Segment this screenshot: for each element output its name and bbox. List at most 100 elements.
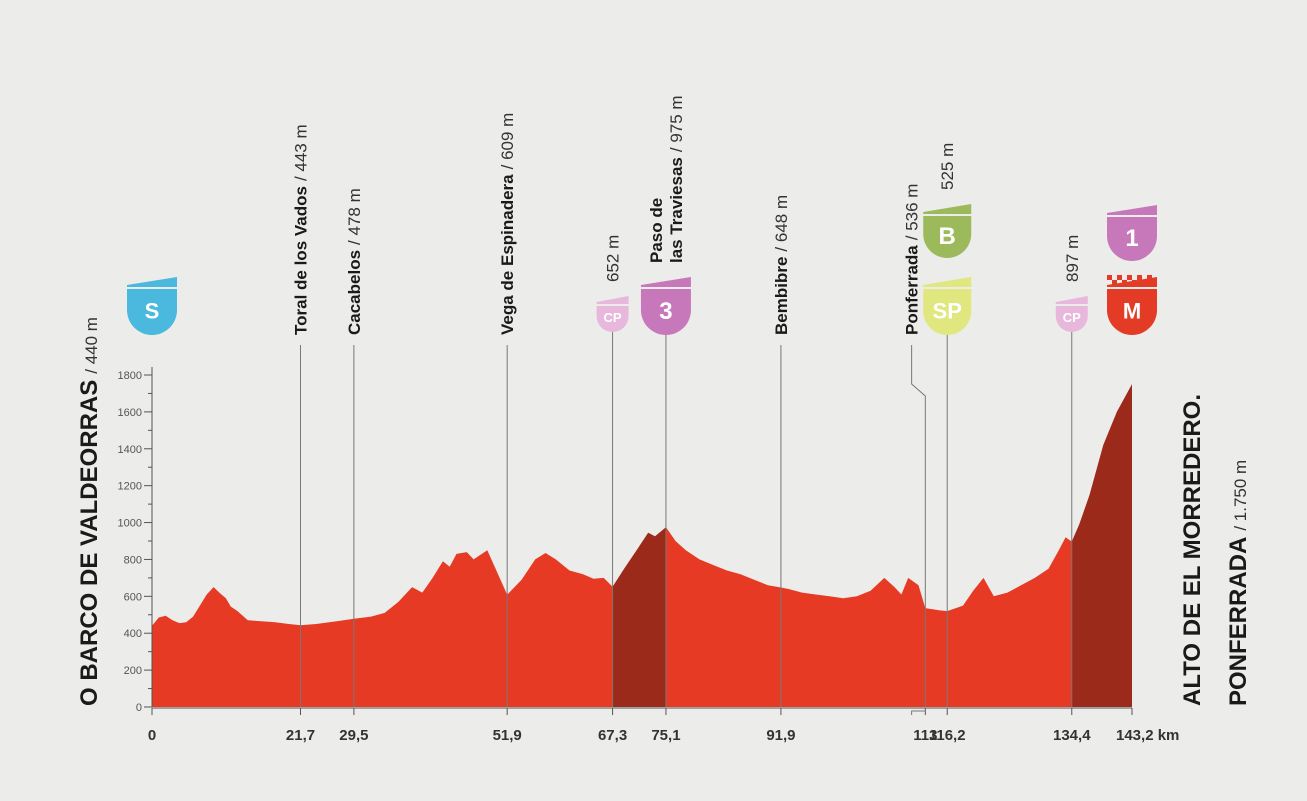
badge-body: [1055, 306, 1088, 332]
waypoint-label: 652 m: [604, 235, 623, 282]
waypoint-text: 652 m: [604, 235, 623, 282]
x-tick-label: 67,3: [598, 727, 627, 744]
badge-label: CP: [1063, 310, 1081, 325]
waypoint-alt: / 536 m: [903, 184, 922, 241]
y-tick-label: 200: [124, 665, 142, 677]
waypoint-leader: [911, 345, 926, 707]
x-tick-label: 134,4: [1053, 727, 1091, 744]
badge-finish: M: [1107, 275, 1157, 335]
waypoint-leader-base: [911, 710, 926, 715]
svg-text:O BARCO DE VALDEORRAS/ 440 m: O BARCO DE VALDEORRAS / 440 m: [76, 317, 103, 706]
waypoint-label: 525 m: [938, 143, 957, 190]
badge-cp: CP: [1055, 296, 1088, 332]
x-tick-label: 0: [148, 727, 156, 744]
finish-alt-prefix: /: [1231, 521, 1250, 530]
waypoint-alt: 652 m: [604, 235, 623, 282]
badge-body: [596, 306, 629, 332]
waypoint-text: Toral de los Vados / 443 m: [292, 124, 311, 335]
badge-flag: [1107, 205, 1157, 215]
checker-square: [1152, 280, 1157, 285]
waypoint-label: las Traviesas/ 975 m: [667, 95, 686, 263]
badge-label: B: [939, 223, 956, 250]
checker-square: [1127, 275, 1132, 280]
badge-body: [127, 289, 177, 335]
x-tick-label: 91,9: [766, 727, 795, 744]
y-tick-label: 0: [136, 702, 142, 714]
waypoint-alt: / 648 m: [772, 195, 791, 252]
badge-bonus: B: [923, 204, 972, 258]
waypoint-label: Ponferrada / 536 m: [903, 184, 922, 335]
start-name: O BARCO DE VALDEORRAS: [76, 380, 103, 706]
y-tick-label: 1400: [118, 444, 142, 456]
waypoint-text: Bembibre / 648 m: [772, 195, 791, 335]
x-tick-label: 116,2: [929, 727, 966, 744]
waypoint-label: Vega de Espinadera / 609 m: [498, 113, 517, 335]
checker-square: [1107, 275, 1112, 280]
waypoint-text: Cacabelos / 478 m: [345, 188, 364, 335]
badge-start: S: [127, 277, 177, 335]
x-tick-label: 113: [913, 727, 937, 744]
badges-layer: S CP 3 B SP CP 1 M: [127, 204, 1157, 335]
waypoint-alt: 897 m: [1063, 235, 1082, 282]
x-tick-label: 21,7: [286, 727, 315, 744]
finish-name2: PONFERRADA: [1225, 537, 1252, 706]
badge-label: 1: [1125, 225, 1138, 252]
checker-square: [1122, 280, 1127, 285]
badge-label: 3: [659, 298, 672, 325]
x-tick-label: 51,9: [493, 727, 522, 744]
badge-flag: [923, 204, 972, 214]
profile-layer: [152, 384, 1132, 707]
waypoint-alt: / 478 m: [345, 188, 364, 245]
waypoint-text: 897 m: [1063, 235, 1082, 282]
labels-layer: Toral de los Vados / 443 m Cacabelos / 478 …: [292, 95, 1082, 335]
badge-body: [1107, 217, 1157, 261]
waypoint-name: Cacabelos: [345, 250, 364, 335]
badge-flag: [596, 296, 629, 304]
badge-climb1: 1: [1107, 205, 1157, 261]
badge-label: CP: [604, 310, 622, 325]
y-tick-label: 800: [124, 554, 142, 566]
waypoint-label: 897 m: [1063, 235, 1082, 282]
badge-body: [923, 289, 972, 335]
x-tick-label: 75,1: [651, 727, 680, 744]
badge-flag: [127, 277, 177, 287]
x-tick-label: 29,5: [339, 727, 368, 744]
badge-body: [923, 216, 972, 258]
badge-flag: [923, 277, 972, 287]
badge-label: M: [1123, 298, 1141, 323]
waypoint-alt: / 443 m: [292, 124, 311, 181]
y-tick-label: 1600: [118, 407, 142, 419]
svg-text:PONFERRADA/ 1.750 m: PONFERRADA / 1.750 m: [1225, 460, 1252, 706]
waypoint-name: Vega de Espinadera: [498, 174, 517, 335]
start-alt-prefix: /: [82, 364, 101, 373]
waypoint-alt: 525 m: [938, 143, 957, 190]
axis-layer: 0 200 400 600 800 1000 1200 1400 1600 1800 0 21,7 29…: [118, 367, 1179, 744]
badge-body: [1107, 289, 1157, 335]
finish-name: ALTO DE EL MORREDERO.: [1179, 394, 1206, 706]
y-tick-label: 400: [124, 628, 142, 640]
badge-cp: CP: [596, 296, 629, 332]
start-alt: 440 m: [82, 317, 101, 364]
finish-alt: 1.750 m: [1231, 460, 1250, 521]
checker-square: [1132, 280, 1137, 285]
waypoint-name: Paso de: [647, 198, 666, 263]
checker-square: [1137, 275, 1142, 280]
waypoint-name: Bembibre: [772, 257, 791, 335]
y-tick-label: 1200: [118, 481, 142, 493]
badge-label: S: [145, 298, 160, 323]
checker-square: [1117, 275, 1122, 280]
waypoint-label: Toral de los Vados / 443 m: [292, 124, 311, 335]
badge-flag: [640, 277, 691, 287]
badge-body: [640, 289, 691, 335]
waypoint-text: 525 m: [938, 143, 957, 190]
waypoint-text: Vega de Espinadera / 609 m: [498, 113, 517, 335]
badge-climb3: 3: [640, 277, 691, 335]
waypoint-text: Ponferrada / 536 m: [903, 184, 922, 335]
badge-flag: [1055, 296, 1088, 304]
waypoint-name: Toral de los Vados: [292, 186, 311, 335]
x-tick-label: 143,2 km: [1116, 727, 1179, 744]
y-tick-label: 1000: [118, 518, 142, 530]
y-tick-label: 600: [124, 591, 142, 603]
